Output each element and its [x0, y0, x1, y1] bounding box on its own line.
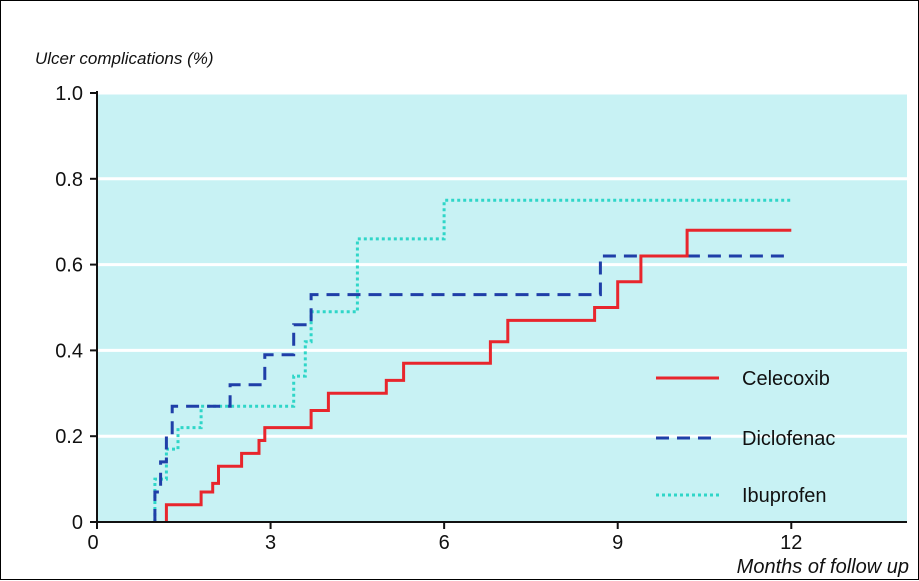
y-tick-label: 0.4 — [55, 340, 83, 362]
y-tick-label: 0 — [72, 512, 83, 534]
x-axis-title: Months of follow up — [737, 556, 909, 578]
legend-label-celecoxib: Celecoxib — [742, 368, 830, 390]
gridlines — [97, 91, 907, 438]
series-lines — [153, 198, 792, 522]
legend-label-ibuprofen: Ibuprofen — [742, 485, 827, 507]
axes — [90, 91, 907, 529]
y-tick-label: 1.0 — [55, 83, 83, 105]
series-line-diclofenac — [153, 254, 792, 522]
x-tick-label: 3 — [265, 532, 276, 554]
plot-background — [97, 93, 907, 522]
y-tick-label: 0.2 — [55, 426, 83, 448]
legend-label-diclofenac: Diclofenac — [742, 428, 835, 450]
x-tick-label: 9 — [612, 532, 623, 554]
series-line-celecoxib — [164, 228, 792, 522]
x-tick-label: 12 — [780, 532, 802, 554]
y-tick-label: 0.6 — [55, 255, 83, 277]
y-tick-label: 0.8 — [55, 169, 83, 191]
tick-labels: 0 0.2 0.4 0.6 0.8 1.0 0 3 6 9 12 — [55, 83, 802, 554]
x-tick-label: 6 — [439, 532, 450, 554]
y-axis-title: Ulcer complications (%) — [35, 49, 214, 68]
legend: Celecoxib Diclofenac Ibuprofen — [656, 368, 835, 507]
x-tick-label: 0 — [87, 532, 98, 554]
